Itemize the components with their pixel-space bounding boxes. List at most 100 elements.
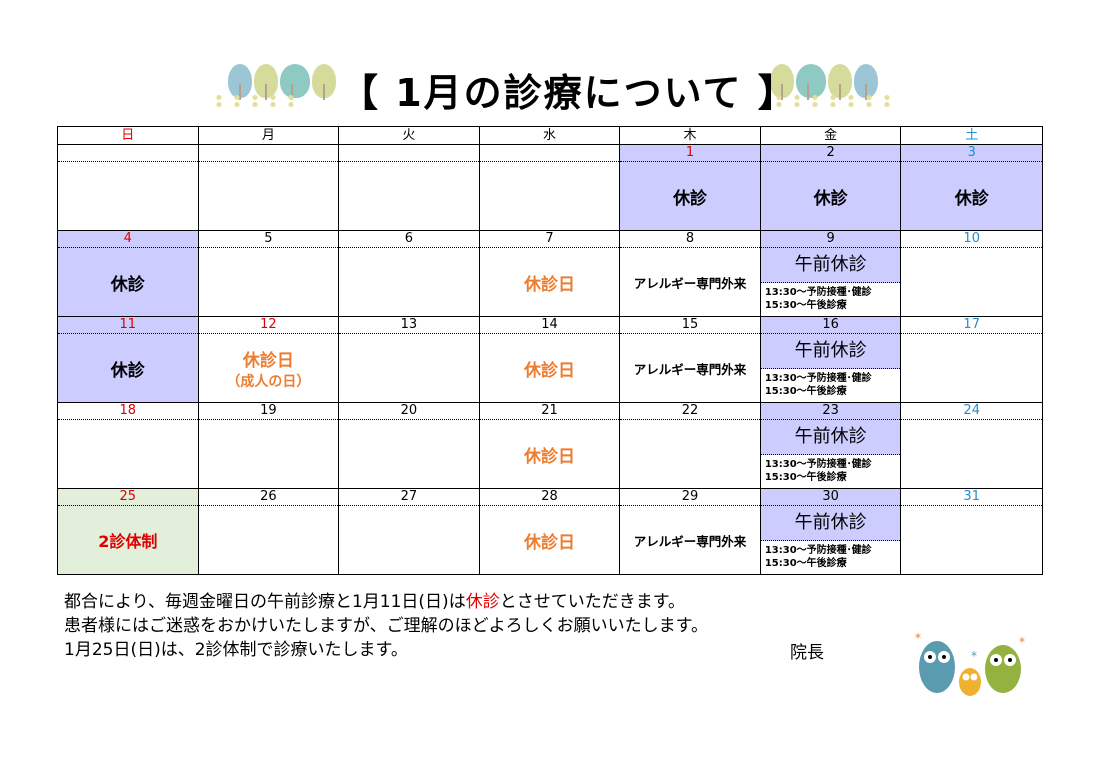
weekday-1: 月 [199, 127, 340, 144]
day-number: 23 [760, 403, 901, 420]
day-content: 休診日 （成人の日） [199, 334, 339, 402]
day-content [901, 506, 1042, 574]
friday-schedule: 午前休診 13:30～予防接種･健診 15:30～午後診療 [760, 420, 901, 488]
day-number: 11 [58, 317, 198, 334]
day-cell: 29 アレルギー専門外来 [620, 489, 761, 574]
day-content: 休診日 [480, 334, 620, 402]
day-cell: 2 休診 [760, 145, 902, 230]
day-cell [198, 145, 340, 230]
day-content: 休診日 [480, 506, 620, 574]
weekday-6: 土 [965, 128, 979, 143]
day-cell: 5 [198, 231, 340, 316]
week-row: 4 休診 5 6 7 休診日 8 アレルギー専門外来 9 午前休診 13:30～予防接種･健診 15:… [58, 231, 1042, 317]
day-cell: 28 休診日 [479, 489, 621, 574]
day-cell: 1 休診 [620, 145, 761, 230]
day-number: 2 [760, 145, 901, 162]
am-closed-label: 午前休診 [760, 506, 901, 541]
day-number [198, 145, 339, 162]
svg-text:*: * [915, 632, 921, 645]
week-row: 25 2診体制 26 27 28 休診日 29 アレルギー専門外来 30 午前休診 13:30～予防… [58, 489, 1042, 575]
day-content [199, 506, 339, 574]
day-cell: 30 午前休診 13:30～予防接種･健診 15:30～午後診療 [760, 489, 902, 574]
closed-day-label: 休診日 [523, 360, 575, 381]
afternoon-schedule: 13:30～予防接種･健診 15:30～午後診療 [761, 541, 901, 574]
day-cell: 18 [58, 403, 199, 488]
day-cell [339, 145, 480, 230]
day-content [620, 420, 760, 488]
weekday-5: 金 [761, 127, 902, 144]
day-content [901, 420, 1042, 488]
day-content: 休診 [761, 162, 901, 230]
grass-decoration [210, 94, 300, 108]
day-content: 休診 [58, 334, 198, 402]
weekday-0: 日 [58, 127, 199, 144]
notice-line-3: 1月25日(日)は、2診体制で診療いたします。 [64, 640, 408, 660]
day-number: 31 [901, 489, 1042, 506]
day-cell: 9 午前休診 13:30～予防接種･健診 15:30～午後診療 [760, 231, 902, 316]
day-content: 休診日 [480, 420, 620, 488]
owl-illustration: * * * [915, 632, 1025, 696]
weekday-header: 日月火水木金 土 [58, 127, 1042, 145]
day-content: 休診日 [480, 248, 620, 316]
schedule-line: 13:30～予防接種･健診 [764, 459, 872, 470]
day-number: 30 [760, 489, 901, 506]
afternoon-schedule: 13:30～予防接種･健診 15:30～午後診療 [761, 455, 901, 488]
day-content [58, 420, 198, 488]
day-cell: 4 休診 [58, 231, 199, 316]
schedule-line: 15:30～午後診療 [764, 386, 847, 397]
schedule-line: 15:30～午後診療 [764, 300, 847, 311]
schedule-line: 13:30～予防接種･健診 [764, 373, 872, 384]
am-closed-label: 午前休診 [760, 334, 901, 369]
day-cell: 8 アレルギー専門外来 [620, 231, 761, 316]
friday-schedule: 午前休診 13:30～予防接種･健診 15:30～午後診療 [760, 506, 901, 574]
day-number: 15 [620, 317, 760, 334]
day-content [199, 162, 339, 230]
day-number: 17 [901, 317, 1042, 334]
page-title: 【 1月の診療について 】 [340, 71, 798, 115]
day-cell: 6 [339, 231, 480, 316]
day-number: 9 [760, 231, 901, 248]
day-cell: 21 休診日 [479, 403, 621, 488]
schedule-line: 15:30～午後診療 [764, 472, 847, 483]
day-content [901, 334, 1042, 402]
day-cell [58, 145, 199, 230]
closed-day-label: 休診日 [523, 274, 575, 295]
tree-illustration-left [228, 64, 336, 100]
day-number: 12 [198, 317, 339, 334]
day-number: 7 [479, 231, 620, 248]
afternoon-schedule: 13:30～予防接種･健診 15:30～午後診療 [761, 283, 901, 316]
day-content [339, 248, 479, 316]
day-number: 18 [58, 403, 198, 420]
day-content: 2診体制 [58, 506, 198, 574]
day-content [339, 420, 479, 488]
grass-decoration [770, 94, 890, 108]
day-cell: 3 休診 [901, 145, 1042, 230]
day-content: 休診 [620, 162, 760, 230]
day-content [199, 420, 339, 488]
day-content [480, 162, 620, 230]
notice-text: とさせていただきます。 [499, 592, 686, 612]
day-content [199, 248, 339, 316]
day-cell [479, 145, 621, 230]
day-content [58, 162, 198, 230]
day-number: 29 [620, 489, 760, 506]
allergy-clinic-label: アレルギー専門外来 [633, 275, 747, 291]
day-number: 8 [620, 231, 760, 248]
svg-text:*: * [971, 649, 977, 663]
closed-day-label: 休診日 [523, 446, 575, 467]
day-cell: 7 休診日 [479, 231, 621, 316]
day-cell: 17 [901, 317, 1042, 402]
closed-label: 休診 [673, 188, 708, 209]
closed-day-label: 休診日 [242, 350, 294, 371]
afternoon-schedule: 13:30～予防接種･健診 15:30～午後診療 [761, 369, 901, 402]
day-number: 24 [901, 403, 1042, 420]
weekday-4: 木 [620, 127, 761, 144]
day-number: 22 [620, 403, 760, 420]
day-cell: 10 [901, 231, 1042, 316]
day-cell: 14 休診日 [479, 317, 621, 402]
day-number: 16 [760, 317, 901, 334]
calendar: 日月火水木金土 1 休診 2 休診 3 休診 4 休診 5 6 7 休診日 8 アレルギー専門外来 9 午前休… [57, 126, 1043, 575]
day-cell: 12 休診日 （成人の日） [198, 317, 340, 402]
day-cell: 26 [198, 489, 340, 574]
day-number: 27 [339, 489, 479, 506]
